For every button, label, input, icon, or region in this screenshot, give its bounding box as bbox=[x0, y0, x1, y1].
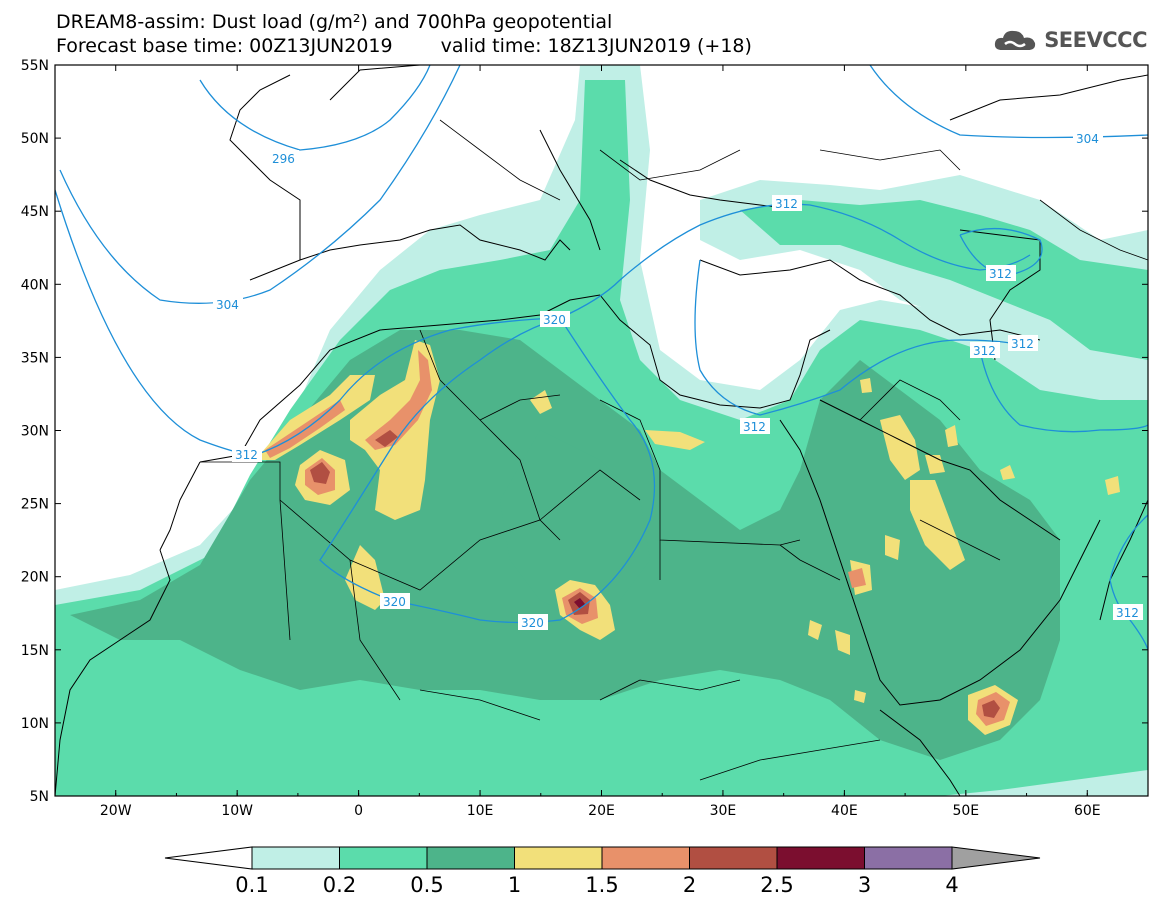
label-304-east: 304 bbox=[1073, 130, 1103, 146]
lat-label: 35N bbox=[21, 350, 49, 366]
lon-label: 60E bbox=[1074, 803, 1101, 819]
svg-text:312: 312 bbox=[235, 448, 258, 462]
svg-text:304: 304 bbox=[1076, 132, 1099, 146]
lat-label: 55N bbox=[21, 58, 49, 74]
lon-label: 20W bbox=[100, 803, 132, 819]
label-312-a: 312 bbox=[232, 446, 262, 462]
label-312-d: 312 bbox=[970, 342, 1000, 358]
svg-text:312: 312 bbox=[1011, 337, 1034, 351]
svg-text:312: 312 bbox=[775, 197, 798, 211]
lat-label: 40N bbox=[21, 277, 49, 293]
lon-label: 10W bbox=[221, 803, 253, 819]
svg-text:296: 296 bbox=[272, 152, 295, 166]
contour-304-west bbox=[59, 65, 461, 304]
colorbar-swatch bbox=[251, 846, 340, 870]
svg-text:312: 312 bbox=[743, 420, 766, 434]
label-320-a: 320 bbox=[540, 311, 570, 327]
contour-312-ring2 bbox=[959, 227, 1043, 276]
lon-label: 10E bbox=[467, 803, 494, 819]
label-312-c: 312 bbox=[986, 265, 1016, 281]
svg-text:312: 312 bbox=[1116, 606, 1139, 620]
cloud-icon bbox=[995, 30, 1036, 50]
label-304-west: 304 bbox=[213, 296, 243, 312]
base-time-label: Forecast base time: 00Z13JUN2019 bbox=[56, 35, 393, 57]
colorbar-label: 4 bbox=[945, 873, 958, 897]
svg-text:320: 320 bbox=[383, 595, 406, 609]
svg-text:304: 304 bbox=[216, 298, 239, 312]
lon-label: 50E bbox=[952, 803, 979, 819]
colorbar: 0.1 0.2 0.5 1 1.5 2 2.5 3 4 bbox=[164, 846, 1041, 897]
colorbar-label: 1.5 bbox=[585, 873, 618, 897]
colorbar-swatch bbox=[426, 846, 515, 870]
svg-text:312: 312 bbox=[973, 344, 996, 358]
colorbar-label: 3 bbox=[858, 873, 871, 897]
logo-text: SEEVCCC bbox=[1044, 28, 1147, 52]
svg-text:320: 320 bbox=[521, 616, 544, 630]
contour-312-south bbox=[694, 259, 1021, 416]
lat-label: 30N bbox=[21, 424, 49, 440]
contour-312-ring bbox=[979, 349, 1148, 433]
colorbar-swatch bbox=[776, 846, 865, 870]
colorbar-label: 0.5 bbox=[410, 873, 443, 897]
colorbar-swatch bbox=[689, 846, 778, 870]
contour-296 bbox=[199, 65, 431, 151]
colorbar-label: 0.2 bbox=[323, 873, 356, 897]
lat-label: 25N bbox=[21, 497, 49, 513]
contour-labels: 296 304 304 312 312 312 312 312 312 312 … bbox=[213, 130, 1143, 630]
lat-label: 15N bbox=[21, 643, 49, 659]
lat-label: 10N bbox=[21, 716, 49, 732]
lat-label: 50N bbox=[21, 131, 49, 147]
colorbar-label: 2 bbox=[683, 873, 696, 897]
contour-320 bbox=[319, 317, 656, 624]
colorbar-label: 1 bbox=[508, 873, 521, 897]
label-312-b: 312 bbox=[772, 195, 802, 211]
colorbar-swatch bbox=[514, 846, 603, 870]
label-320-c: 320 bbox=[518, 614, 548, 630]
svg-text:312: 312 bbox=[989, 267, 1012, 281]
colorbar-low-arrow bbox=[164, 846, 253, 870]
lon-label: 30E bbox=[710, 803, 737, 819]
map-title: DREAM8-assim: Dust load (g/m²) and 700hP… bbox=[56, 11, 613, 33]
lon-label: 20E bbox=[588, 803, 615, 819]
contour-312-east bbox=[1109, 514, 1148, 651]
map-subtitle: Forecast base time: 00Z13JUN2019 valid ti… bbox=[56, 36, 752, 56]
label-312-g: 312 bbox=[1113, 604, 1143, 620]
dust-field-0-5 bbox=[70, 330, 1060, 760]
colorbar-label: 2.5 bbox=[760, 873, 793, 897]
lat-label: 5N bbox=[30, 789, 49, 805]
valid-time-label: valid time: 18Z13JUN2019 (+18) bbox=[440, 35, 752, 57]
latitude-axis: 55N 50N 45N 40N 35N 30N 25N 20N 15N 10N 5N bbox=[21, 58, 1148, 805]
colorbar-swatch bbox=[601, 846, 690, 870]
seevccc-logo: SEEVCCC bbox=[992, 26, 1147, 54]
country-borders bbox=[200, 119, 1148, 781]
label-296: 296 bbox=[269, 150, 299, 166]
label-312-f: 312 bbox=[740, 418, 770, 434]
svg-text:320: 320 bbox=[543, 313, 566, 327]
lat-label: 20N bbox=[21, 570, 49, 586]
dust-field-2 bbox=[310, 430, 1000, 718]
label-320-b: 320 bbox=[380, 593, 410, 609]
lon-label: 0 bbox=[354, 803, 363, 819]
colorbar-high-arrow bbox=[951, 846, 1041, 870]
colorbar-swatch bbox=[864, 846, 953, 870]
lon-label: 40E bbox=[831, 803, 858, 819]
longitude-axis: 20W 10W 0 10E 20E 30E 40E 50E 60E bbox=[54, 65, 1149, 819]
coastlines bbox=[55, 65, 1148, 796]
colorbar-label: 0.1 bbox=[235, 873, 268, 897]
label-312-e: 312 bbox=[1008, 335, 1038, 351]
lat-label: 45N bbox=[21, 204, 49, 220]
colorbar-swatch bbox=[339, 846, 428, 870]
